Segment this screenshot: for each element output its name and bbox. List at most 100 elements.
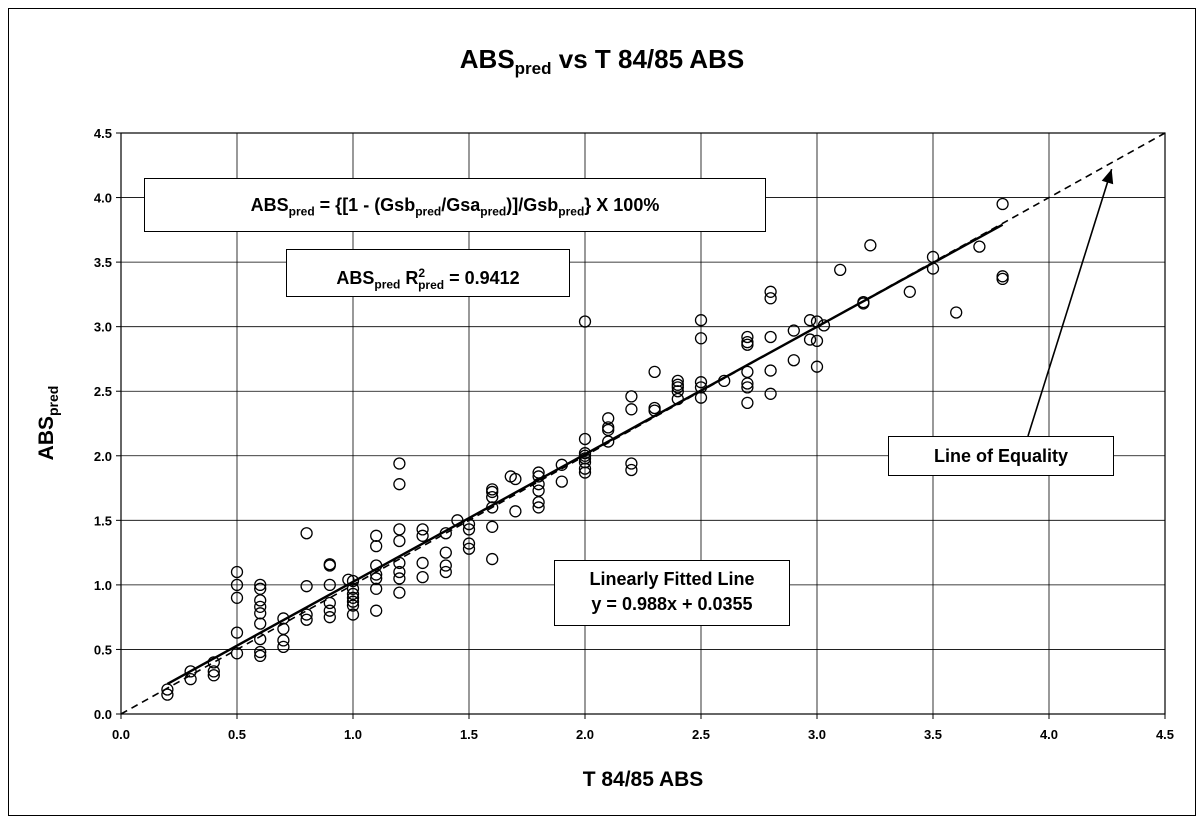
data-point: [764, 387, 777, 400]
data-point: [578, 466, 592, 479]
x-tick-label: 2.5: [692, 727, 710, 742]
data-point: [370, 568, 383, 581]
y-tick-label: 3.0: [94, 320, 112, 335]
data-point: [602, 423, 615, 437]
x-tick-label: 1.0: [344, 727, 362, 742]
x-axis-label: T 84/85 ABS: [582, 768, 704, 791]
data-point: [184, 665, 197, 678]
data-point: [300, 608, 313, 621]
data-point: [462, 537, 476, 550]
data-point: [346, 574, 360, 588]
data-point: [161, 688, 174, 701]
x-tick-label: 3.0: [808, 727, 826, 742]
data-point: [207, 656, 220, 669]
data-point: [694, 391, 708, 404]
data-point: [810, 360, 824, 373]
data-point: [393, 523, 406, 536]
data-point: [996, 197, 1009, 211]
equality-arrow-shaft: [1027, 168, 1113, 437]
data-point: [578, 432, 592, 446]
data-point: [451, 514, 464, 527]
data-point: [254, 632, 267, 646]
chart-title: ABSpred vs T 84/85 ABS: [459, 44, 745, 79]
data-point: [810, 334, 824, 348]
data-point: [648, 404, 661, 417]
equality-arrow-head: [1101, 169, 1114, 185]
x-tick-label: 1.5: [460, 727, 478, 742]
data-point: [230, 626, 244, 639]
data-point: [486, 552, 499, 566]
data-point: [864, 239, 877, 252]
data-point: [602, 421, 615, 434]
data-point: [462, 542, 476, 555]
data-point: [741, 365, 754, 379]
fitted-line-box: Linearly Fitted Line y = 0.988x + 0.0355: [554, 560, 790, 626]
data-point: [648, 365, 661, 379]
data-point: [555, 475, 568, 488]
y-tick-label: 4.5: [94, 126, 112, 141]
data-point: [694, 381, 708, 394]
fitted-line-equation: y = 0.988x + 0.0355: [591, 594, 753, 614]
data-point: [996, 272, 1009, 286]
chart-frame: [8, 8, 1196, 816]
data-point: [254, 649, 267, 663]
data-point: [439, 527, 452, 540]
data-point: [300, 527, 313, 540]
data-point: [277, 612, 290, 625]
data-point: [462, 518, 476, 531]
data-point: [230, 591, 244, 604]
data-point: [346, 587, 360, 601]
data-point: [323, 596, 336, 610]
data-point: [787, 324, 800, 337]
data-point: [254, 594, 267, 607]
data-point: [532, 466, 545, 479]
data-point: [810, 315, 824, 328]
data-point: [393, 478, 406, 491]
y-tick-label: 0.0: [94, 707, 112, 722]
y-axis-label: ABSpred: [34, 385, 62, 461]
data-point: [694, 332, 708, 345]
data-point: [625, 403, 638, 416]
data-point: [671, 374, 684, 388]
data-point: [486, 490, 499, 504]
data-point: [741, 336, 754, 349]
data-point: [342, 573, 355, 586]
data-point: [973, 240, 986, 253]
data-point: [416, 523, 429, 536]
data-point: [439, 546, 452, 559]
y-tick-label: 0.5: [94, 642, 112, 657]
data-point: [578, 447, 592, 460]
data-point: [416, 556, 429, 570]
data-point: [207, 669, 220, 682]
data-point: [346, 591, 360, 604]
data-point: [393, 565, 406, 579]
data-point: [532, 470, 545, 483]
data-point: [323, 578, 336, 592]
data-point: [578, 462, 592, 475]
reference-lines: [120, 132, 1166, 715]
data-point: [277, 634, 290, 647]
plot-area: [120, 132, 1166, 715]
data-point: [764, 330, 777, 344]
data-point: [741, 396, 754, 409]
data-point: [254, 578, 267, 592]
data-point: [300, 613, 313, 626]
data-point: [817, 319, 831, 332]
data-point: [694, 314, 708, 327]
data-point: [230, 647, 244, 660]
data-point: [486, 501, 499, 514]
data-point: [602, 412, 615, 425]
data-point: [323, 611, 336, 624]
data-point: [439, 565, 452, 579]
data-point: [648, 401, 661, 415]
x-tick-label: 4.5: [1156, 727, 1174, 742]
r-squared-box: ABSpred R2pred = 0.9412: [286, 249, 570, 297]
y-tick-label: 1.5: [94, 513, 112, 528]
data-point: [926, 250, 940, 264]
data-point: [509, 505, 522, 518]
data-point: [254, 645, 267, 659]
y-tick-label: 4.0: [94, 191, 112, 206]
data-point: [346, 608, 360, 621]
data-point: [393, 586, 406, 599]
